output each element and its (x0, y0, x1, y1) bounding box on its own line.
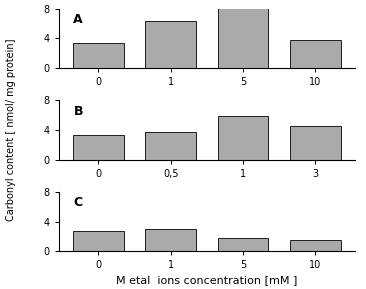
Bar (218, 116, 268, 160)
Bar (145, 131, 196, 160)
Bar (145, 21, 196, 68)
Bar (290, 126, 340, 160)
Text: C: C (74, 196, 82, 209)
Bar (145, 229, 196, 251)
X-axis label: M etal  ions concentration [mM ]: M etal ions concentration [mM ] (116, 275, 298, 285)
Text: A: A (74, 13, 83, 26)
Text: B: B (74, 105, 83, 118)
Bar (73, 231, 124, 251)
Bar (73, 135, 124, 160)
Bar (218, 8, 268, 68)
Text: Carbonyl content [ nmol/ mg protein]: Carbonyl content [ nmol/ mg protein] (6, 39, 16, 221)
Bar (73, 43, 124, 68)
Bar (290, 240, 340, 251)
Bar (290, 40, 340, 68)
Bar (218, 238, 268, 251)
